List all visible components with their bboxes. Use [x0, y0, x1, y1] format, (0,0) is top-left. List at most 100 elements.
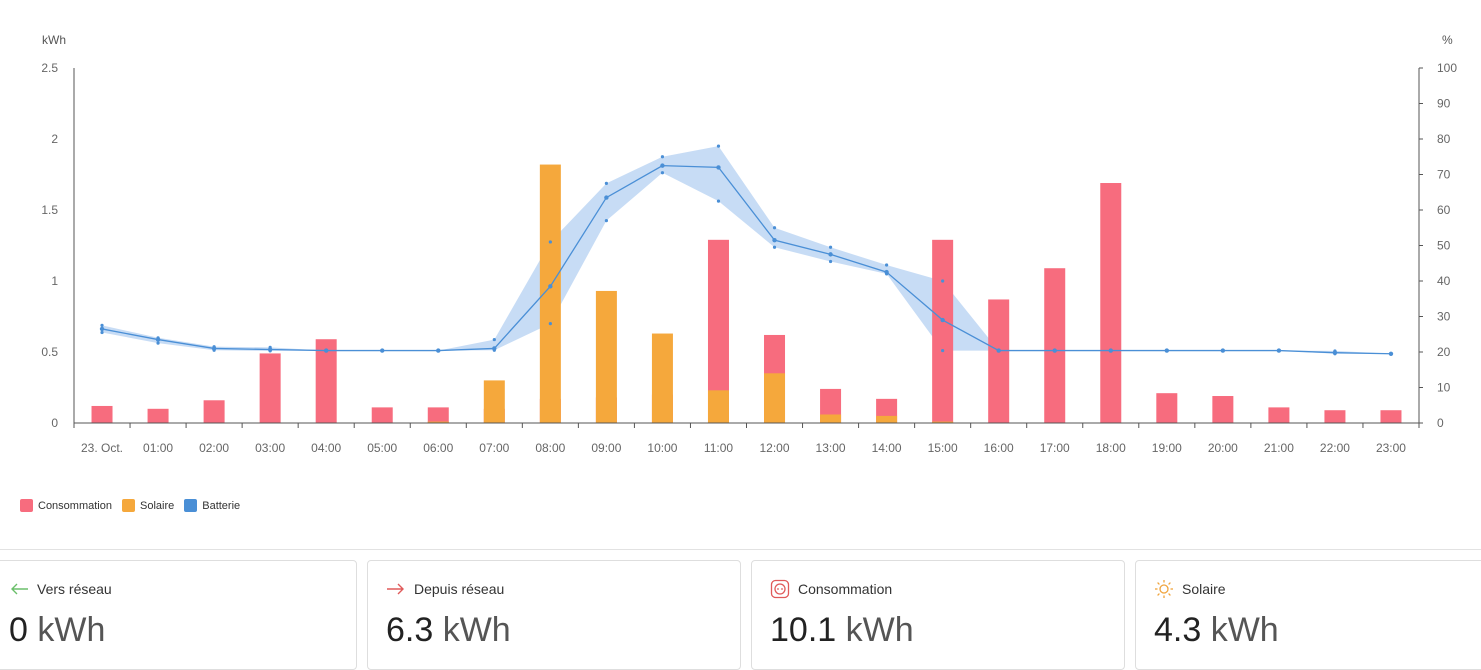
bar-consommation: [988, 299, 1010, 423]
y-right-tick-label: 60: [1437, 203, 1451, 217]
x-tick-label: 21:00: [1264, 441, 1294, 455]
batterie-min-point: [660, 171, 665, 175]
bar-consommation: [259, 353, 281, 423]
x-tick-label: 20:00: [1208, 441, 1238, 455]
x-tick-label: 23. Oct.: [81, 441, 123, 455]
batterie-max-point: [212, 345, 216, 349]
card-depuis-reseau[interactable]: Depuis réseau 6.3 kWh: [367, 560, 741, 670]
batterie-max-point: [156, 336, 160, 340]
card-solaire[interactable]: Solaire 4.3 kWh: [1135, 560, 1481, 670]
batterie-min-point: [548, 322, 552, 326]
x-tick-label: 18:00: [1096, 441, 1126, 455]
sun-icon: [1154, 579, 1174, 599]
batterie-min-point: [941, 348, 945, 353]
batterie-max-point: [436, 348, 440, 353]
batterie-min-point: [100, 330, 104, 335]
y-right-tick-label: 90: [1437, 97, 1451, 111]
arrow-right-icon: [386, 579, 406, 599]
card-value-number: 0: [9, 611, 28, 649]
bar-consommation: [1380, 410, 1402, 423]
y-right-tick-label: 20: [1437, 345, 1451, 359]
x-tick-label: 08:00: [535, 441, 565, 455]
y-left-tick-label: 1: [51, 274, 58, 288]
card-value-number: 4.3: [1154, 611, 1202, 649]
batterie-min-point: [492, 348, 496, 352]
legend-swatch-solaire: [121, 499, 135, 512]
card-value-unit: kWh: [37, 611, 106, 649]
y-left-tick-label: 1.5: [41, 203, 58, 217]
y-right-tick-label: 30: [1437, 310, 1451, 324]
legend-item-batterie[interactable]: Batterie: [184, 499, 240, 512]
y-left-tick-label: 2: [51, 132, 58, 146]
batterie-max-point: [660, 155, 665, 159]
y-right-tick-label: 100: [1437, 61, 1457, 75]
batterie-max-point: [380, 348, 384, 353]
card-value: 6.3 kWh: [386, 611, 511, 650]
card-label: Vers réseau: [37, 581, 112, 597]
bar-consommation: [91, 405, 113, 423]
batterie-max-point: [324, 348, 328, 353]
batterie-max-point: [1221, 348, 1225, 353]
batterie-point: [548, 284, 553, 289]
energy-chart: kWh % 0 0.5 1 1.5 2 2.5 0 10 20 30 40 50 60 70 80 90 100…: [41, 33, 1457, 455]
batterie-max-point: [1109, 348, 1113, 353]
batterie-max-point: [941, 279, 945, 283]
batterie-max-point: [548, 240, 552, 244]
card-value-unit: kWh: [845, 611, 914, 649]
bar-consommation: [203, 400, 225, 423]
bar-consommation: [315, 339, 337, 423]
legend-item-consommation[interactable]: Consommation: [20, 499, 112, 512]
bar-consommation: [932, 239, 954, 423]
batterie-min-point: [268, 349, 272, 353]
bar-consommation: [1100, 183, 1122, 423]
y-right-tick-label: 80: [1437, 132, 1451, 146]
card-vers-reseau[interactable]: Vers réseau 0 kWh: [0, 560, 357, 670]
y-right-tick-label: 40: [1437, 274, 1451, 288]
bar-consommation: [1044, 268, 1066, 423]
batterie-max-point: [1389, 352, 1393, 356]
x-tick-label: 07:00: [479, 441, 509, 455]
batterie-max-point: [716, 144, 721, 148]
card-header: Solaire: [1154, 579, 1226, 599]
y-left-tick-label: 0: [51, 416, 58, 430]
legend-label: Consommation: [38, 499, 112, 512]
x-tick-label: 03:00: [255, 441, 285, 455]
bar-consommation: [1212, 396, 1234, 423]
legend-item-solaire[interactable]: Solaire: [121, 499, 174, 512]
card-value: 10.1 kWh: [770, 611, 914, 650]
batterie-max-point: [492, 337, 496, 342]
card-consommation[interactable]: Consommation 10.1 kWh: [751, 560, 1125, 670]
card-value: 0 kWh: [9, 611, 105, 650]
card-value-number: 6.3: [386, 611, 434, 649]
y-left-unit-label: kWh: [42, 33, 66, 47]
bar-consommation: [1156, 393, 1178, 423]
card-header: Vers réseau: [9, 579, 112, 599]
legend-label: Batterie: [202, 499, 241, 512]
batterie-min-point: [716, 199, 721, 203]
x-tick-label: 16:00: [984, 441, 1014, 455]
batterie-max-point: [1333, 349, 1337, 353]
y-right-unit-label: %: [1442, 33, 1453, 47]
batterie-max-point: [772, 226, 777, 230]
batterie-min-point: [885, 272, 889, 276]
batterie-point: [772, 237, 777, 243]
batterie-point: [660, 163, 665, 168]
x-tick-label: 02:00: [199, 441, 229, 455]
x-tick-label: 17:00: [1040, 441, 1070, 455]
batterie-max-point: [885, 263, 889, 267]
y-left-tick-label: 2.5: [41, 61, 58, 75]
bar-solaire: [427, 421, 449, 423]
x-tick-label: 22:00: [1320, 441, 1350, 455]
x-tick-label: 04:00: [311, 441, 341, 455]
bar-solaire: [651, 333, 673, 423]
batterie-max-point: [268, 345, 272, 349]
batterie-point: [716, 165, 721, 170]
batterie-min-point: [212, 348, 216, 352]
bar-consommation: [707, 239, 729, 423]
bar-solaire: [932, 421, 954, 423]
legend-swatch-batterie: [184, 499, 198, 512]
batterie-max-point: [604, 181, 608, 185]
bar-consommation: [371, 407, 393, 423]
bar-consommation: [1268, 407, 1290, 423]
card-value-unit: kWh: [1210, 611, 1279, 649]
